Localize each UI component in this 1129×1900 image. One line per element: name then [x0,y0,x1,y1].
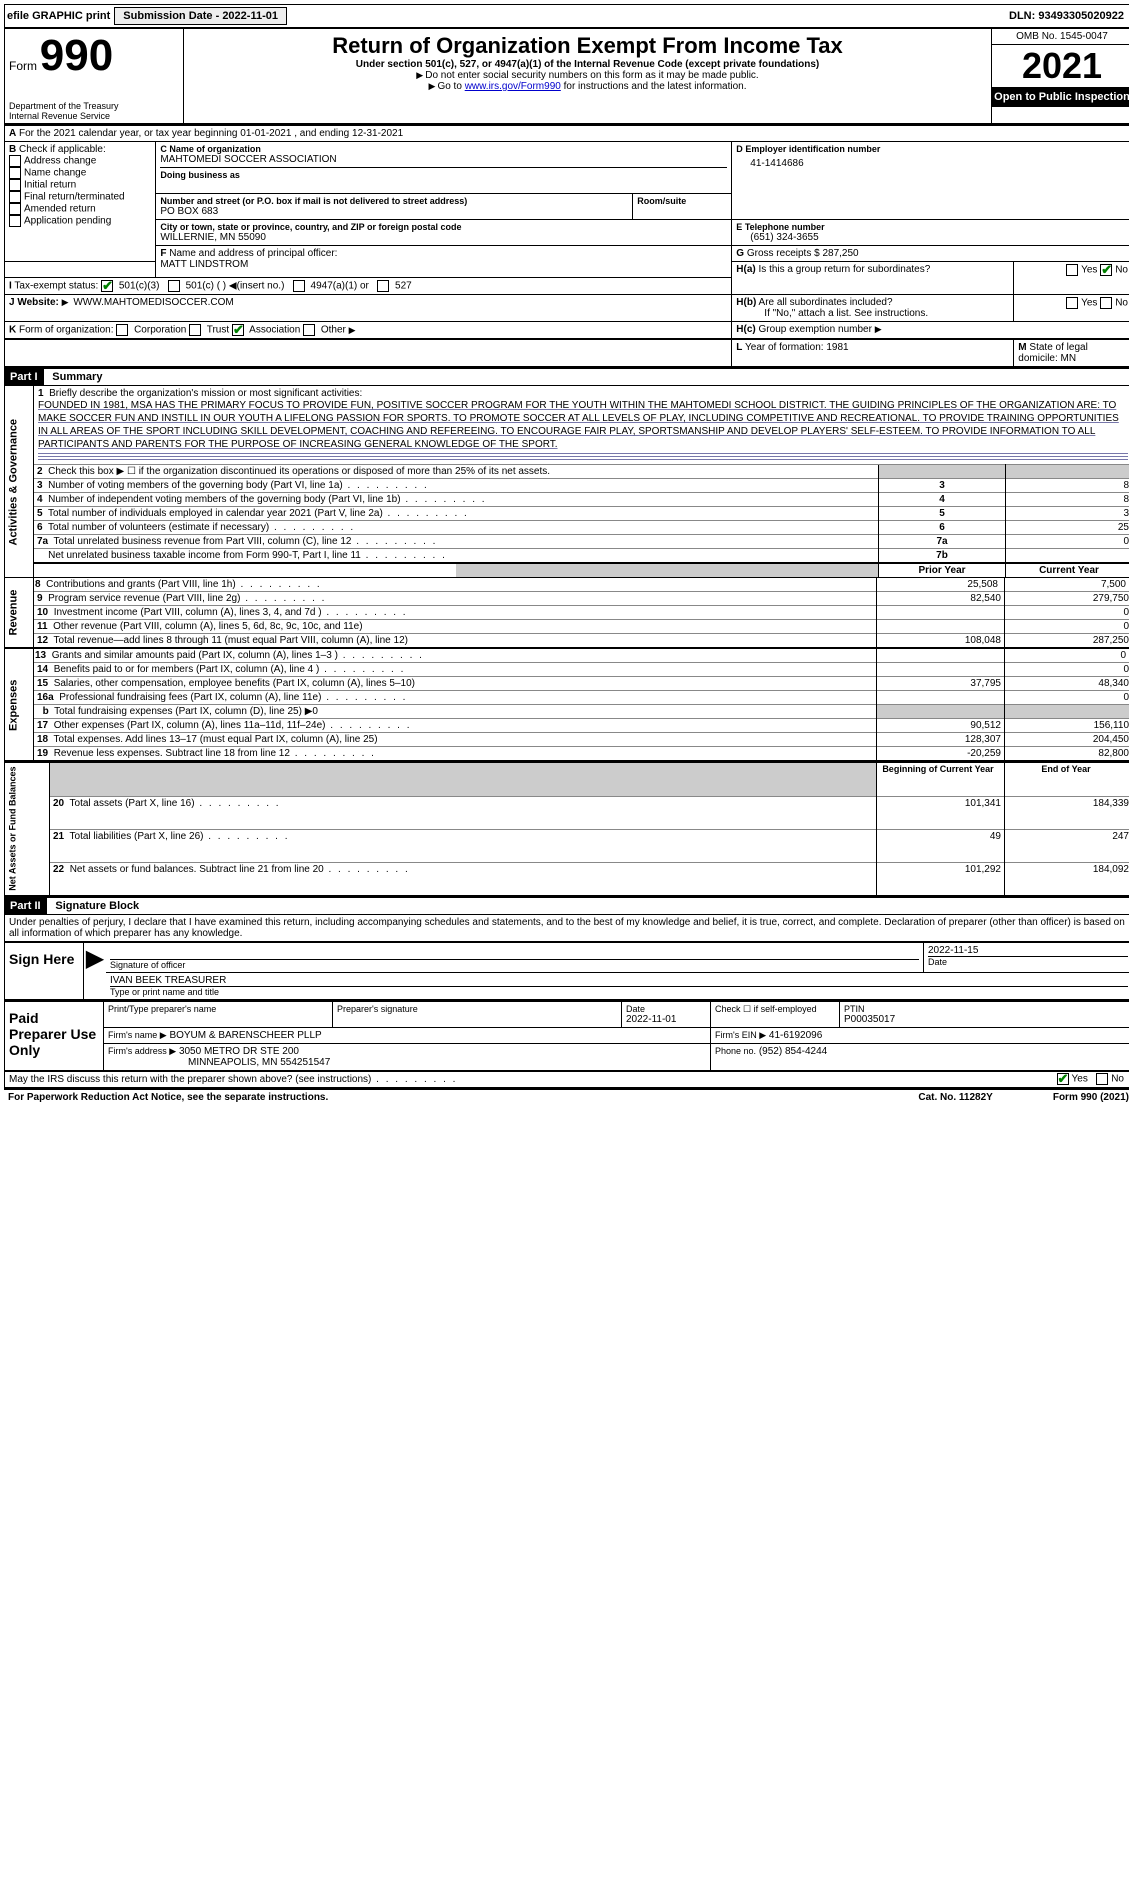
preparer-section: Paid Preparer Use Only Print/Type prepar… [4,1000,1129,1071]
line-7a-val: 0 [1006,535,1129,549]
part-i-header: Part I Summary [4,367,1129,386]
line-9-prior: 82,540 [877,592,1005,606]
form-word: Form [9,59,37,73]
line-7b-val [1006,549,1129,564]
paperwork-notice: For Paperwork Reduction Act Notice, see … [8,1092,328,1103]
subtitle2: Do not enter social security numbers on … [190,70,985,81]
line-21-prior: 49 [877,829,1005,862]
line-18-prior: 128,307 [877,733,1005,747]
identity-section: A For the 2021 calendar year, or tax yea… [4,124,1129,367]
inspection-label: Open to Public Inspection [992,87,1129,107]
line-11-curr: 0 [1005,620,1129,634]
state-domicile: MN [1061,353,1077,364]
end-year-header: End of Year [1005,762,1129,796]
prep-date: 2022-11-01 [626,1014,706,1025]
website-value: WWW.MAHTOMEDISOCCER.COM [73,297,233,308]
dept-label: Department of the TreasuryInternal Reven… [9,101,179,121]
firm-addr2: MINNEAPOLIS, MN 554251547 [108,1057,330,1068]
sign-here-label: Sign Here [5,943,84,1000]
line-12-prior: 108,048 [877,634,1005,648]
officer-name: MATT LINDSTROM [160,259,727,270]
part-i-body: Activities & Governance 1 Briefly descri… [4,386,1129,578]
form-header: Form 990 Department of the TreasuryInter… [4,28,1129,124]
firm-phone: (952) 854-4244 [759,1046,827,1057]
line-4-val: 8 [1006,493,1129,507]
begin-year-header: Beginning of Current Year [877,762,1005,796]
irs-link[interactable]: www.irs.gov/Form990 [465,81,561,92]
org-name: MAHTOMEDI SOCCER ASSOCIATION [160,154,727,165]
line-13-curr: 0 [1005,649,1129,663]
line-21-curr: 247 [1005,829,1129,862]
officer-name-title: IVAN BEEK TREASURER [110,975,1128,986]
line-17-curr: 156,110 [1005,719,1129,733]
cat-no: Cat. No. 11282Y [918,1092,992,1103]
firm-name: BOYUM & BARENSCHEER PLLP [169,1030,321,1041]
part-ii-header: Part II Signature Block [4,896,1129,914]
firm-ein: 41-6192096 [769,1030,822,1041]
paid-preparer-label: Paid Preparer Use Only [5,1001,104,1071]
discuss-yes-checkbox[interactable] [1057,1073,1069,1085]
line-22-curr: 184,092 [1005,863,1129,896]
line-9-curr: 279,750 [1005,592,1129,606]
gross-receipts: 287,250 [822,248,858,259]
signature-section: Sign Here ▶ Signature of officer 2022-11… [4,942,1129,1000]
ein-value: 41-1414686 [736,154,1128,169]
phone-value: (651) 324-3655 [736,232,1128,243]
tax-year-line: For the 2021 calendar year, or tax year … [19,128,403,139]
submission-date-button[interactable]: Submission Date - 2022-11-01 [114,7,287,25]
line-6-val: 25 [1006,521,1129,535]
efile-label: efile GRAPHIC print [7,10,110,22]
revenue-section: Revenue 8 Contributions and grants (Part… [4,578,1129,648]
line-15-prior: 37,795 [877,677,1005,691]
section-b: B Check if applicable: Address change Na… [5,142,156,262]
line-19-curr: 82,800 [1005,747,1129,761]
line-17-prior: 90,512 [877,719,1005,733]
perjury-text: Under penalties of perjury, I declare th… [4,914,1129,942]
line-20-curr: 184,339 [1005,796,1129,829]
discuss-no-checkbox[interactable] [1096,1073,1108,1085]
discuss-row: May the IRS discuss this return with the… [4,1071,1129,1088]
net-assets-section: Net Assets or Fund Balances Beginning of… [4,761,1129,896]
vert-expenses: Expenses [5,649,34,761]
line-3-val: 8 [1006,479,1129,493]
year-formation: 1981 [826,342,848,353]
sig-date: 2022-11-15 [928,945,1128,956]
line-14-curr: 0 [1005,663,1129,677]
line-10-curr: 0 [1005,606,1129,620]
dln-label: DLN: 93493305020922 [1009,10,1129,22]
subtitle1: Under section 501(c), 527, or 4947(a)(1)… [190,59,985,70]
line-8-curr: 7,500 [1005,578,1129,592]
vert-netassets: Net Assets or Fund Balances [5,762,50,896]
subtitle3: Go to www.irs.gov/Form990 for instructio… [190,81,985,92]
line-8-prior: 25,508 [877,578,1005,592]
line-5-val: 3 [1006,507,1129,521]
vert-activities: Activities & Governance [5,386,34,578]
line-12-curr: 287,250 [1005,634,1129,648]
top-bar: efile GRAPHIC print Submission Date - 20… [4,4,1129,28]
mission-text: FOUNDED IN 1981, MSA HAS THE PRIMARY FOC… [38,399,1128,451]
expenses-section: Expenses 13 Grants and similar amounts p… [4,648,1129,761]
street-address: PO BOX 683 [160,206,628,217]
line-16a-curr: 0 [1005,691,1129,705]
line-18-curr: 204,450 [1005,733,1129,747]
form-title: Return of Organization Exempt From Incom… [190,33,985,59]
line-19-prior: -20,259 [877,747,1005,761]
line-2: Check this box ▶ ☐ if the organization d… [48,466,550,477]
ptin-value: P00035017 [844,1014,1128,1025]
prior-year-header: Prior Year [879,563,1006,578]
line-22-prior: 101,292 [877,863,1005,896]
current-year-header: Current Year [1006,563,1129,578]
firm-addr1: 3050 METRO DR STE 200 [179,1046,299,1057]
501c3-checkbox[interactable] [101,280,113,292]
omb-label: OMB No. 1545-0047 [992,29,1129,45]
form-number: 990 [40,31,113,80]
sign-arrow-icon: ▶ [84,943,107,1000]
line-15-curr: 48,340 [1005,677,1129,691]
vert-revenue: Revenue [5,578,34,648]
page-footer: For Paperwork Reduction Act Notice, see … [4,1088,1129,1105]
tax-year: 2021 [1022,45,1102,86]
line-20-prior: 101,341 [877,796,1005,829]
city-state-zip: WILLERNIE, MN 55090 [160,232,727,243]
